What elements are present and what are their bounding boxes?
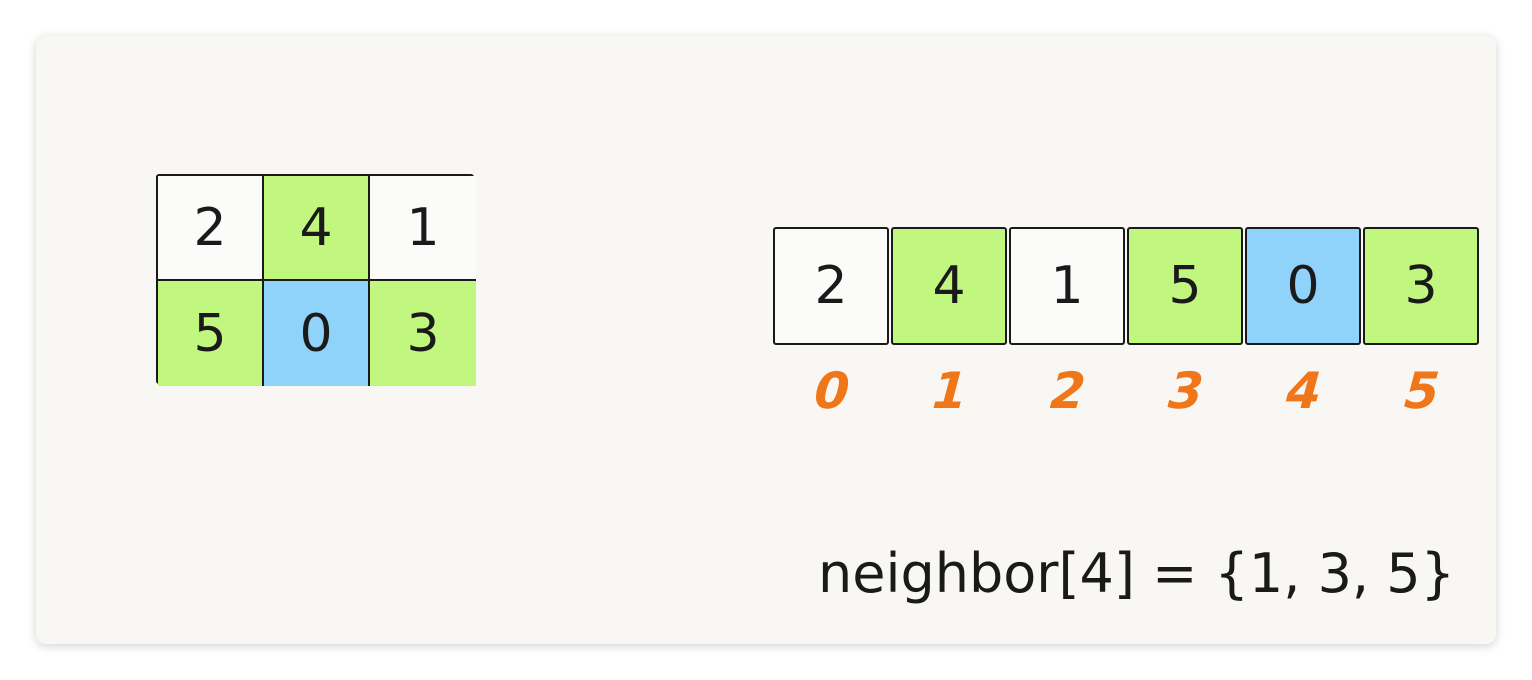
grid-cell-r0-c1: 4 — [264, 176, 370, 281]
grid-cell-r1-c1: 0 — [264, 281, 370, 386]
index-label-1: 1 — [930, 362, 970, 420]
array-indices: 0 1 2 3 4 5 — [773, 362, 1481, 420]
grid-cell-r0-c0: 2 — [158, 176, 264, 281]
array-cell-2: 1 — [1009, 227, 1125, 345]
index-label-3: 3 — [1166, 362, 1206, 420]
array-cell-1: 4 — [891, 227, 1007, 345]
flattened-array: 2 4 1 5 0 3 — [773, 227, 1481, 347]
index-label-2: 2 — [1048, 362, 1088, 420]
index-label-0: 0 — [812, 362, 852, 420]
array-cell-4: 0 — [1245, 227, 1361, 345]
index-label-5: 5 — [1402, 362, 1442, 420]
grid-cell-r0-c2: 1 — [370, 176, 476, 281]
neighbor-formula: neighbor[4] = {1, 3, 5} — [818, 542, 1455, 605]
array-cell-5: 3 — [1363, 227, 1479, 345]
board-grid: 2 4 1 5 0 3 — [156, 174, 476, 386]
grid-cell-r1-c0: 5 — [158, 281, 264, 386]
index-label-4: 4 — [1284, 362, 1324, 420]
array-cell-0: 2 — [773, 227, 889, 345]
array-cell-3: 5 — [1127, 227, 1243, 345]
grid-cell-r1-c2: 3 — [370, 281, 476, 386]
diagram-card: 2 4 1 5 0 3 2 4 1 5 0 3 0 1 2 3 4 5 neig… — [36, 36, 1496, 644]
